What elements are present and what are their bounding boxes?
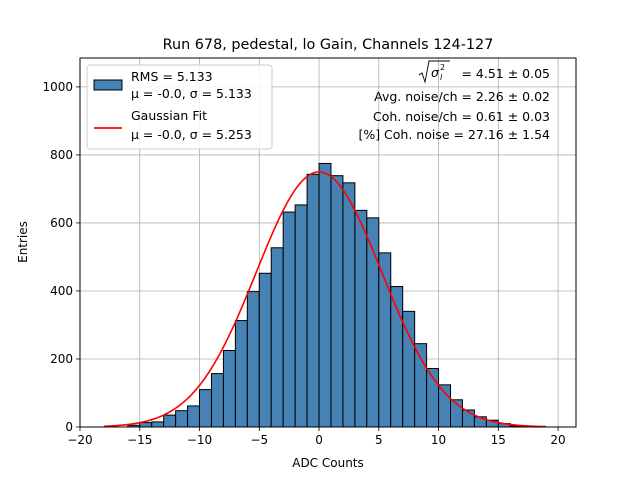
noise-annotations: σ 2 l = 4.51 ± 0.05 Avg. noise/ch = 2.26… [358,60,550,142]
histogram-bar [330,175,344,428]
legend-rms-sublabel: μ = -0.0, σ = 5.133 [131,86,252,101]
y-axis-label: Entries [16,221,30,263]
svg-text:l: l [440,73,443,82]
x-axis-ticks: −20 −15 −10 −5 0 5 10 15 20 [67,427,566,447]
histogram-bar [402,310,416,428]
histogram-bars [127,162,523,428]
x-tick-label: −20 [67,433,92,447]
chart-title: Run 678, pedestal, lo Gain, Channels 124… [163,37,494,53]
x-tick-label: 5 [375,433,383,447]
x-tick-label: 0 [315,433,323,447]
histogram-bar [318,162,332,428]
y-tick-label: 200 [50,352,73,366]
histogram-bar [270,247,284,428]
histogram-bar [222,349,236,428]
y-tick-label: 1000 [42,80,73,94]
histogram-bar [151,421,165,428]
x-axis-label: ADC Counts [292,456,364,470]
histogram-bar [438,384,452,428]
histogram-bar [246,291,260,428]
y-tick-label: 800 [50,148,73,162]
y-tick-label: 600 [50,216,73,230]
gaussian-fit [103,171,547,428]
histogram-bar [163,414,177,428]
coh-noise-percent-label: [%] Coh. noise = 27.16 ± 1.54 [358,127,550,142]
x-tick-label: −15 [127,433,152,447]
histogram-bar [187,405,201,428]
histogram-bar [199,389,212,428]
legend-fit-sublabel: μ = -0.0, σ = 5.253 [131,127,252,142]
histogram-bar [414,343,428,428]
sigma-total-value: = 4.51 ± 0.05 [461,66,550,81]
histogram-bar [210,373,224,428]
x-tick-label: 15 [491,433,506,447]
histogram-bar [175,410,189,428]
sigma-total-symbol: σ 2 l [418,60,450,84]
y-tick-label: 0 [65,420,73,434]
histogram-bar [139,422,153,428]
histogram-bar [234,320,248,428]
legend-fit-label: Gaussian Fit [131,108,207,123]
plot-frame [79,57,577,428]
histogram-bar [282,211,296,428]
x-tick-label: 20 [550,433,565,447]
legend-bar-swatch [93,79,123,91]
x-tick-label: 10 [431,433,446,447]
avg-noise-label: Avg. noise/ch = 2.26 ± 0.02 [374,89,550,104]
coh-noise-label: Coh. noise/ch = 0.61 ± 0.03 [373,109,550,124]
svg-text:2: 2 [440,63,445,72]
histogram-bar [306,173,320,428]
legend: RMS = 5.133 μ = -0.0, σ = 5.133 Gaussian… [86,64,273,150]
x-tick-label: −5 [250,433,268,447]
legend-box [86,64,273,150]
y-axis-ticks: 0 200 400 600 800 1000 [42,80,80,434]
svg-text:σ: σ [431,65,440,80]
histogram-bar [294,204,308,428]
gaussian-fit-curve [103,171,547,428]
y-tick-label: 400 [50,284,73,298]
histogram-bar [342,182,356,428]
x-tick-label: −10 [187,433,212,447]
histogram-bar [258,272,272,428]
histogram-bar [354,209,368,428]
legend-rms-label: RMS = 5.133 [131,69,213,84]
